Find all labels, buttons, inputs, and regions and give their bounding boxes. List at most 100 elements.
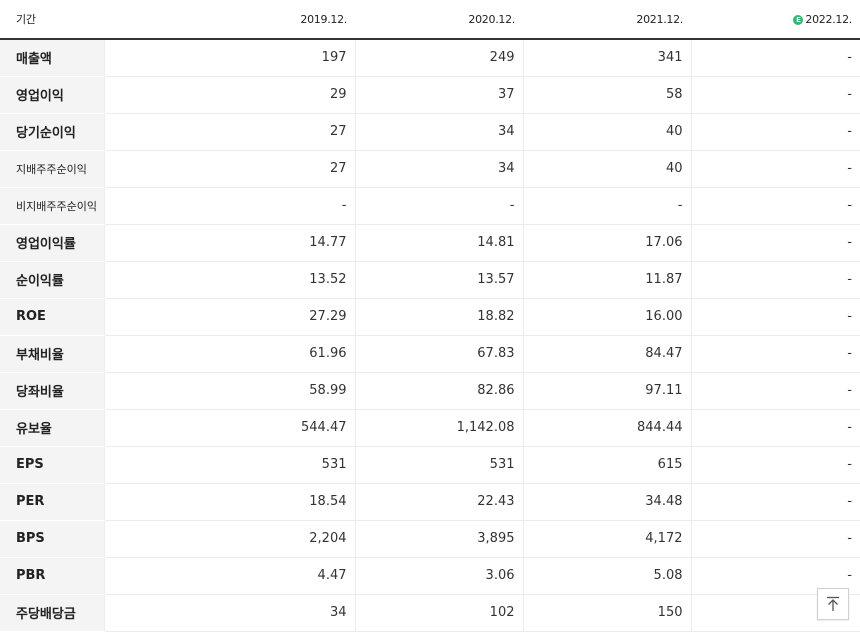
table-cell: 13.52 xyxy=(103,261,355,299)
table-cell: 4.47 xyxy=(103,557,355,595)
table-cell: - xyxy=(690,520,860,558)
table-cell: 615 xyxy=(522,445,691,484)
table-cell: 844.44 xyxy=(522,409,691,447)
table-cell: 197 xyxy=(103,39,355,77)
table-cell: 58 xyxy=(522,76,691,114)
table-cell: 37 xyxy=(354,76,523,114)
table-cell: 18.82 xyxy=(354,298,523,336)
row-label: 유보율 xyxy=(0,409,104,447)
row-label: EPS xyxy=(0,445,104,484)
table-row: 영업이익률 14.77 14.81 17.06 - xyxy=(0,223,860,262)
table-cell: 3.06 xyxy=(354,557,523,595)
row-label: 당좌비율 xyxy=(0,372,104,410)
table-cell: - xyxy=(354,187,523,225)
table-cell: - xyxy=(690,39,860,77)
table-row: 당기순이익 27 34 40 - xyxy=(0,113,860,151)
table-cell: - xyxy=(103,187,355,225)
row-label: 비지배주주순이익 xyxy=(0,187,104,225)
table-row: 비지배주주순이익 - - - - xyxy=(0,187,860,225)
table-cell: 544.47 xyxy=(103,409,355,447)
table-cell: 102 xyxy=(354,593,523,632)
table-cell: 34 xyxy=(103,593,355,632)
table-row: 지배주주순이익 27 34 40 - xyxy=(0,150,860,188)
table-cell: 29 xyxy=(103,76,355,114)
table-cell: 3,895 xyxy=(354,520,523,558)
row-label: 순이익률 xyxy=(0,261,104,299)
table-cell: 27 xyxy=(103,150,355,188)
table-cell: 5.08 xyxy=(522,557,691,595)
table-cell: 82.86 xyxy=(354,372,523,410)
table-cell: 341 xyxy=(522,39,691,77)
row-label: 당기순이익 xyxy=(0,113,104,151)
table-cell: 249 xyxy=(354,39,523,77)
header-row: 기간 2019.12. 2020.12. 2021.12. E 2022.12. xyxy=(0,0,860,40)
table-row: EPS 531 531 615 - xyxy=(0,445,860,484)
table-cell: 97.11 xyxy=(522,372,691,410)
period-header: 기간 xyxy=(0,0,104,40)
table-row: 순이익률 13.52 13.57 11.87 - xyxy=(0,261,860,299)
table-row: 영업이익 29 37 58 - xyxy=(0,76,860,114)
table-cell: - xyxy=(690,223,860,262)
table-cell: 22.43 xyxy=(354,483,523,521)
row-label: PBR xyxy=(0,557,104,595)
table-row: 유보율 544.47 1,142.08 844.44 - xyxy=(0,409,860,447)
table-row: BPS 2,204 3,895 4,172 - xyxy=(0,520,860,558)
column-header: 2021.12. xyxy=(523,0,691,40)
table-cell: 150 xyxy=(522,593,691,632)
table-cell: 13.57 xyxy=(354,261,523,299)
row-label: BPS xyxy=(0,520,104,558)
row-label: 부채비율 xyxy=(0,334,104,373)
table-cell: 61.96 xyxy=(103,334,355,373)
table-cell: - xyxy=(690,334,860,373)
row-label: 매출액 xyxy=(0,39,104,77)
table-cell: - xyxy=(690,150,860,188)
table-cell: 16.00 xyxy=(522,298,691,336)
table-cell: 14.81 xyxy=(354,223,523,262)
table-cell: 58.99 xyxy=(103,372,355,410)
row-label: ROE xyxy=(0,298,104,336)
column-header: 2019.12. xyxy=(104,0,355,40)
table-cell: - xyxy=(690,187,860,225)
table-cell: 1,142.08 xyxy=(354,409,523,447)
row-label: 영업이익 xyxy=(0,76,104,114)
table-cell: 40 xyxy=(522,150,691,188)
table-cell: - xyxy=(690,113,860,151)
column-header-estimate: E 2022.12. xyxy=(691,0,860,40)
table-cell: - xyxy=(690,445,860,484)
table-cell: - xyxy=(690,298,860,336)
table-cell: 531 xyxy=(354,445,523,484)
table-cell: - xyxy=(690,261,860,299)
table-cell: 34 xyxy=(354,113,523,151)
table-cell: 14.77 xyxy=(103,223,355,262)
table-cell: - xyxy=(522,187,691,225)
table-cell: 34 xyxy=(354,150,523,188)
table-cell: 27 xyxy=(103,113,355,151)
table-cell: - xyxy=(690,372,860,410)
table-cell: - xyxy=(690,409,860,447)
table-cell: 27.29 xyxy=(103,298,355,336)
table-cell: 17.06 xyxy=(522,223,691,262)
table-cell: 531 xyxy=(103,445,355,484)
table-cell: 34.48 xyxy=(522,483,691,521)
table-row: 주당배당금 34 102 150 xyxy=(0,593,860,632)
table-cell: - xyxy=(690,483,860,521)
table-cell: 4,172 xyxy=(522,520,691,558)
table-row: PER 18.54 22.43 34.48 - xyxy=(0,483,860,521)
row-label: PER xyxy=(0,483,104,521)
table-row: 부채비율 61.96 67.83 84.47 - xyxy=(0,334,860,373)
estimate-icon: E xyxy=(793,14,804,25)
table-row: 당좌비율 58.99 82.86 97.11 - xyxy=(0,372,860,410)
row-label: 주당배당금 xyxy=(0,593,104,632)
table-cell: 2,204 xyxy=(103,520,355,558)
row-label: 지배주주순이익 xyxy=(0,150,104,188)
table-row: ROE 27.29 18.82 16.00 - xyxy=(0,298,860,336)
table-cell: 40 xyxy=(522,113,691,151)
table-cell: 67.83 xyxy=(354,334,523,373)
table-row: 매출액 197 249 341 - xyxy=(0,39,860,77)
table-cell: - xyxy=(690,76,860,114)
table-cell: 18.54 xyxy=(103,483,355,521)
table-row: PBR 4.47 3.06 5.08 - xyxy=(0,557,860,595)
scroll-to-top-button[interactable] xyxy=(817,588,849,620)
table-cell: 11.87 xyxy=(522,261,691,299)
